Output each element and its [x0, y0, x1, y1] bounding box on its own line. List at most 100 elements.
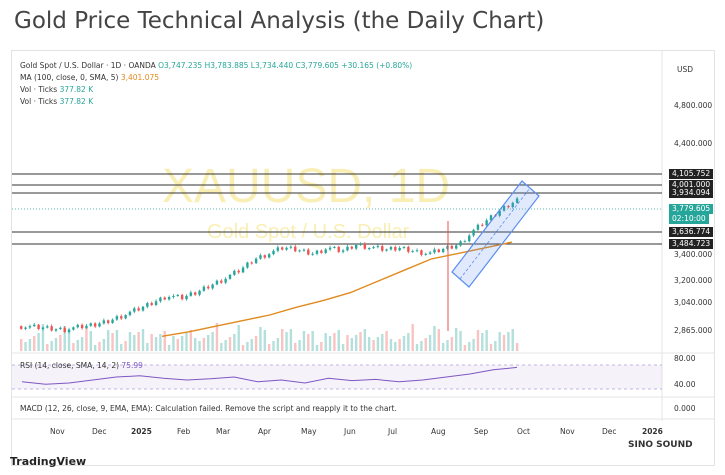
candle-body: [411, 251, 414, 253]
volume-bar: [263, 330, 266, 351]
candle-body: [372, 247, 375, 249]
volume-bar: [372, 340, 375, 351]
candle-body: [450, 245, 454, 249]
vol-legend-1[interactable]: Vol · Ticks 377.82 K: [20, 85, 93, 94]
ma-100-line: [161, 241, 513, 337]
brand-logo: SINO SOUND: [628, 440, 693, 450]
volume-bar: [237, 325, 240, 351]
ma-legend[interactable]: MA (100, close, 0, SMA, 5) 3,401.075: [20, 73, 159, 82]
volume-bar: [507, 332, 510, 351]
volume-bar: [80, 337, 84, 351]
volume-bar: [424, 338, 427, 351]
candle-body: [415, 250, 419, 252]
candle-body: [289, 246, 293, 248]
candle-body: [46, 326, 49, 328]
candle-body: [189, 292, 193, 296]
candle-body: [80, 324, 84, 329]
chart-panel[interactable]: Gold Spot / U.S. Dollar · 1D · OANDA O3,…: [11, 50, 715, 466]
volume-bar: [176, 339, 179, 351]
tradingview-logo[interactable]: TradingView: [10, 455, 87, 468]
volume-bar: [276, 338, 280, 351]
volume-bar: [198, 341, 201, 351]
volume-bar: [128, 332, 132, 351]
candle-body: [455, 245, 458, 249]
volume-bar: [376, 337, 380, 351]
volume-bar: [46, 344, 49, 351]
candle-body: [407, 246, 410, 252]
vol-legend-2[interactable]: Vol · Ticks 377.82 K: [20, 97, 93, 106]
volume-bar: [259, 327, 262, 351]
volume-bar: [124, 341, 127, 351]
volume-bar: [511, 329, 514, 351]
month-dec: Dec: [92, 427, 107, 436]
y-tick-4800: 4,800.000: [674, 101, 713, 110]
candle-body: [420, 250, 423, 255]
volume-bar: [381, 334, 384, 351]
price-chart-svg[interactable]: [12, 51, 714, 465]
volume-bar: [28, 339, 32, 351]
candle-body: [459, 241, 462, 246]
volume-bar: [498, 332, 501, 351]
candle-body: [485, 220, 488, 226]
volume-bar: [120, 344, 123, 351]
month-2026: 2026: [642, 427, 663, 436]
vol-value-1: 377.82 K: [59, 85, 94, 94]
ma-value: 3,401.075: [120, 73, 160, 82]
level-label-4105: 4,105.752: [669, 169, 714, 179]
volume-bar: [394, 342, 397, 351]
volume-bar: [411, 324, 414, 351]
volume-bar: [341, 344, 345, 351]
volume-bar: [415, 344, 419, 351]
volume-bar: [150, 334, 153, 351]
rsi-legend[interactable]: RSI (14, close, SMA, 14, 2) 75.99: [20, 361, 143, 370]
candle-body: [307, 249, 310, 255]
volume-bar: [350, 338, 353, 351]
candle-body: [154, 301, 158, 306]
candle-body: [250, 262, 253, 264]
month-jul: Jul: [388, 427, 398, 436]
vol-label-1: Vol · Ticks: [20, 85, 58, 94]
watermark-symbol: XAUUSD, 1D: [162, 160, 451, 213]
volume-bar: [437, 329, 440, 351]
month-sep: Sep: [474, 427, 489, 436]
candle-body: [481, 224, 484, 226]
month-apr: Apr: [258, 427, 271, 436]
macd-tick-0: 0.000: [674, 404, 696, 413]
candle-body: [98, 323, 101, 327]
candle-body: [259, 255, 262, 259]
volume-bar: [41, 324, 45, 351]
candle-body: [233, 270, 236, 275]
candle-body: [511, 202, 514, 208]
candle-body: [33, 324, 36, 327]
month-nov-2: Nov: [560, 427, 575, 436]
rsi-value: 75.99: [121, 361, 143, 370]
volume-bar: [468, 342, 471, 351]
candle-body: [368, 248, 371, 250]
volume-bar: [93, 345, 97, 351]
volume-bar: [241, 345, 245, 351]
volume-bar: [459, 331, 462, 351]
candle-body: [137, 308, 140, 311]
candle-body: [424, 253, 427, 255]
volume-bar: [233, 334, 236, 351]
volume-bar: [102, 339, 106, 351]
countdown-label: 02:10:00: [669, 214, 709, 224]
volume-bar: [220, 343, 223, 351]
candle-body: [163, 297, 166, 300]
candle-body: [363, 243, 367, 249]
volume-bar: [207, 335, 210, 351]
volume-bar: [59, 335, 62, 351]
volume-bar: [67, 329, 71, 351]
volume-bar: [202, 338, 206, 351]
volume-bar: [302, 331, 306, 351]
candle-body: [54, 329, 58, 331]
candle-body: [20, 326, 23, 329]
volume-bar: [154, 337, 158, 351]
volume-bar: [246, 342, 249, 351]
volume-bar: [20, 339, 23, 351]
volume-bar: [189, 330, 193, 351]
month-oct: Oct: [517, 427, 530, 436]
y-tick-3400: 3,400.000: [674, 250, 713, 259]
month-may: May: [301, 427, 317, 436]
volume-bar: [337, 330, 340, 351]
